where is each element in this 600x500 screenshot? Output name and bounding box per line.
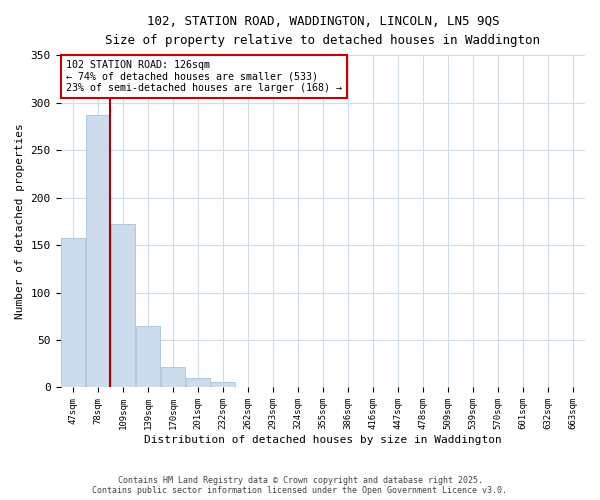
Bar xyxy=(86,115,110,388)
Bar xyxy=(236,386,260,388)
Bar xyxy=(111,224,135,388)
Text: Contains HM Land Registry data © Crown copyright and database right 2025.
Contai: Contains HM Land Registry data © Crown c… xyxy=(92,476,508,495)
Bar xyxy=(61,238,85,388)
X-axis label: Distribution of detached houses by size in Waddington: Distribution of detached houses by size … xyxy=(144,435,502,445)
Title: 102, STATION ROAD, WADDINGTON, LINCOLN, LN5 9QS
Size of property relative to det: 102, STATION ROAD, WADDINGTON, LINCOLN, … xyxy=(105,15,540,47)
Text: 102 STATION ROAD: 126sqm
← 74% of detached houses are smaller (533)
23% of semi-: 102 STATION ROAD: 126sqm ← 74% of detach… xyxy=(66,60,342,94)
Bar xyxy=(186,378,210,388)
Bar xyxy=(560,386,584,388)
Bar xyxy=(211,382,235,388)
Y-axis label: Number of detached properties: Number of detached properties xyxy=(15,124,25,319)
Bar xyxy=(161,366,185,388)
Bar xyxy=(136,326,160,388)
